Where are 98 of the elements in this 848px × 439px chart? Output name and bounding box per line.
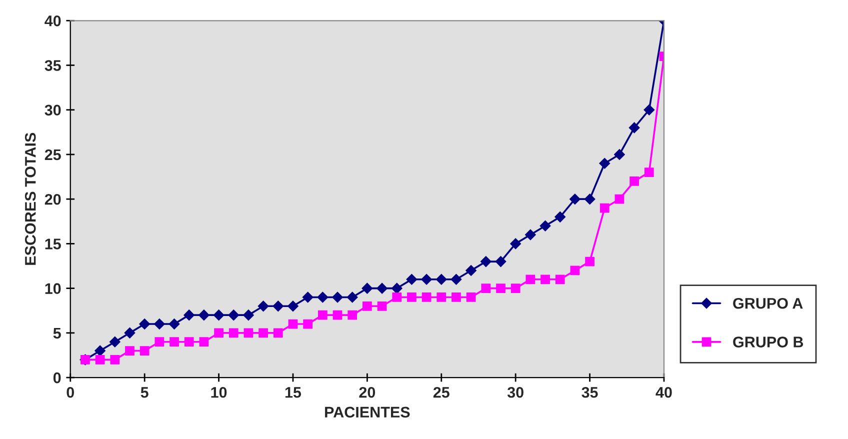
point bbox=[125, 346, 134, 356]
x-tick-label: 30 bbox=[507, 386, 524, 398]
point bbox=[540, 274, 550, 284]
x-tick-label: 5 bbox=[140, 387, 148, 398]
point bbox=[362, 301, 372, 311]
point bbox=[450, 274, 462, 285]
point bbox=[407, 292, 416, 302]
x-tick-label: 10 bbox=[211, 386, 227, 398]
x-tick-label: 20 bbox=[359, 386, 376, 398]
y-tick-label: 25 bbox=[44, 149, 61, 160]
point bbox=[644, 168, 654, 178]
point bbox=[288, 319, 298, 329]
point bbox=[377, 301, 387, 311]
point bbox=[376, 282, 388, 294]
point bbox=[436, 292, 446, 302]
point bbox=[302, 292, 314, 303]
point bbox=[406, 274, 418, 285]
point bbox=[614, 194, 624, 204]
point bbox=[244, 328, 254, 338]
point bbox=[480, 256, 492, 267]
point bbox=[332, 310, 342, 320]
point bbox=[110, 355, 120, 364]
point bbox=[510, 284, 520, 293]
point bbox=[243, 310, 254, 321]
point bbox=[628, 122, 640, 134]
x-tick-label: 35 bbox=[582, 386, 598, 398]
point bbox=[421, 274, 432, 285]
point bbox=[95, 355, 105, 364]
point bbox=[481, 284, 491, 293]
y-tick-label: 30 bbox=[44, 104, 61, 116]
point bbox=[555, 274, 565, 284]
point bbox=[510, 238, 522, 250]
point bbox=[614, 149, 625, 160]
point bbox=[346, 292, 358, 303]
point bbox=[317, 292, 328, 303]
point bbox=[584, 194, 596, 205]
point bbox=[140, 346, 150, 356]
y-tick-label: 40 bbox=[44, 16, 61, 26]
point bbox=[392, 292, 402, 302]
x-tick-label: 0 bbox=[66, 386, 74, 398]
x-axis-title: PACIENTES bbox=[325, 406, 410, 418]
point bbox=[436, 274, 447, 285]
y-tick-label: 10 bbox=[45, 283, 61, 294]
point bbox=[554, 212, 566, 222]
point bbox=[228, 328, 238, 338]
point bbox=[452, 292, 461, 302]
point bbox=[422, 292, 432, 302]
y-tick-label: 15 bbox=[45, 238, 61, 250]
point bbox=[124, 327, 136, 338]
point bbox=[391, 282, 402, 294]
point bbox=[109, 336, 120, 348]
point bbox=[303, 319, 313, 329]
point bbox=[332, 292, 343, 303]
point bbox=[170, 337, 179, 347]
point bbox=[198, 310, 210, 321]
y-tick-label: 35 bbox=[44, 60, 61, 71]
point bbox=[495, 256, 506, 267]
point bbox=[599, 158, 610, 169]
point bbox=[540, 220, 551, 232]
point bbox=[213, 310, 224, 321]
point bbox=[94, 345, 106, 356]
point bbox=[466, 265, 476, 276]
legend-label: GRUPO A bbox=[733, 298, 803, 309]
point bbox=[570, 194, 580, 205]
point bbox=[348, 310, 358, 320]
point bbox=[272, 300, 284, 312]
point bbox=[258, 328, 268, 338]
point bbox=[288, 300, 298, 312]
point bbox=[154, 337, 164, 347]
point bbox=[644, 104, 655, 116]
point bbox=[466, 292, 476, 302]
point bbox=[184, 310, 195, 321]
x-tick-label: 15 bbox=[285, 387, 302, 398]
point bbox=[168, 318, 180, 330]
point bbox=[630, 176, 639, 186]
point bbox=[496, 284, 506, 293]
point bbox=[154, 318, 165, 330]
point bbox=[139, 318, 150, 330]
x-tick-label: 25 bbox=[433, 386, 450, 398]
point bbox=[258, 300, 269, 312]
point bbox=[273, 328, 283, 338]
point bbox=[585, 256, 594, 266]
legend-label: GRUPO B bbox=[733, 336, 804, 348]
point bbox=[184, 337, 194, 347]
point bbox=[214, 328, 224, 338]
y-tick-label: 5 bbox=[53, 328, 61, 339]
y-axis-title: ESCORES TOTAIS bbox=[24, 132, 36, 265]
point bbox=[600, 203, 610, 213]
point bbox=[199, 337, 209, 347]
y-tick-label: 20 bbox=[44, 194, 61, 205]
point bbox=[228, 310, 240, 321]
x-tick-label: 40 bbox=[656, 386, 672, 398]
point bbox=[570, 266, 580, 276]
point bbox=[524, 229, 536, 240]
y-tick-label: 0 bbox=[53, 372, 61, 384]
point bbox=[318, 310, 328, 320]
point bbox=[526, 274, 536, 284]
point bbox=[362, 282, 373, 294]
